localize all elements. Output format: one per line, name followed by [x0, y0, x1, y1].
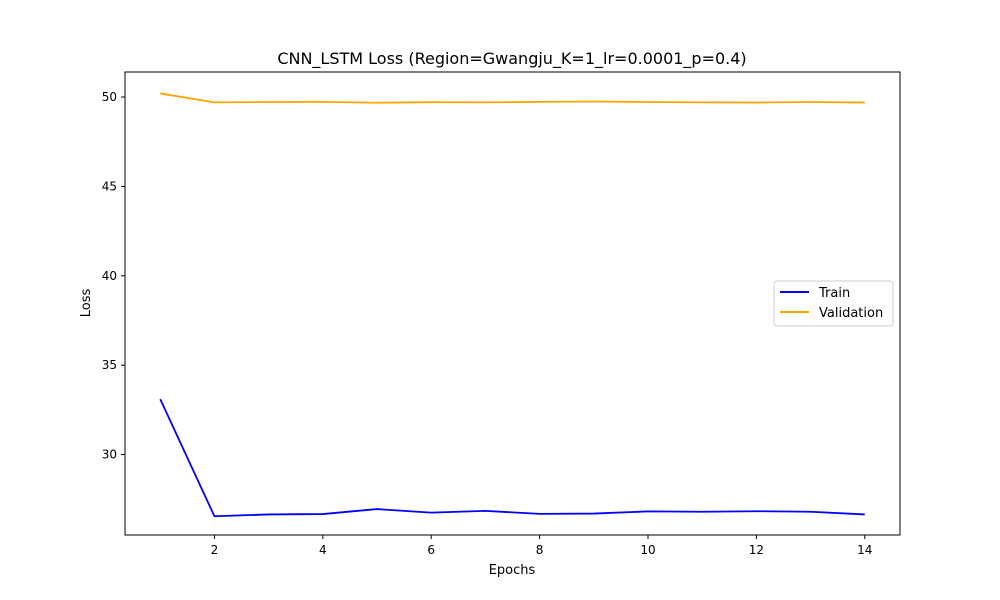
series-layer — [159, 92, 865, 518]
x-axis: 2 4 6 8 10 12 14 — [211, 535, 872, 557]
chart-title: CNN_LSTM Loss (Region=Gwangju_K=1_lr=0.0… — [277, 49, 746, 69]
x-tick-label: 14 — [857, 543, 872, 557]
y-tick-label: 45 — [102, 179, 117, 193]
plot-frame — [124, 71, 901, 536]
x-tick-label: 8 — [536, 543, 544, 557]
x-tick-label: 10 — [640, 543, 655, 557]
x-tick-label: 12 — [749, 543, 764, 557]
plot-area — [124, 71, 901, 536]
y-axis-label: Loss — [79, 289, 94, 318]
legend-label-validation: Validation — [819, 306, 883, 321]
y-tick-label: 40 — [102, 269, 117, 283]
y-tick-label: 50 — [102, 90, 117, 104]
x-axis-label: Epochs — [489, 563, 536, 578]
series-line-train — [159, 398, 865, 518]
legend-label-train: Train — [818, 286, 850, 301]
y-tick-label: 35 — [102, 358, 117, 372]
x-tick-label: 6 — [427, 543, 435, 557]
x-tick-label: 4 — [319, 543, 327, 557]
legend: Train Validation — [773, 280, 894, 327]
y-axis: 30 35 40 45 50 — [102, 90, 125, 462]
y-tick-label: 30 — [102, 448, 117, 462]
x-tick-label: 2 — [211, 543, 219, 557]
series-line-validation — [160, 92, 865, 104]
